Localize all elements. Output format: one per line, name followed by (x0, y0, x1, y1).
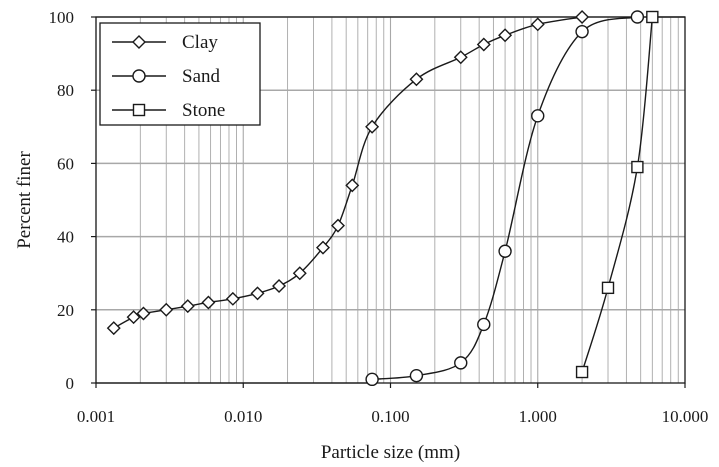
x-tick-label: 0.100 (371, 407, 409, 426)
axis-ticks: 0.001 0.010 0.100 1.000 10.000 0 20 40 60 80 100 (49, 8, 709, 426)
y-tick-label: 40 (57, 228, 74, 247)
series-clay-point (106, 321, 121, 336)
x-axis-title: Particle size (mm) (321, 442, 460, 463)
series-clay-point (272, 279, 287, 293)
x-tick-label: 0.001 (77, 407, 115, 426)
series-stone-point (631, 160, 644, 174)
data-series (96, 10, 685, 387)
series-clay-point (409, 72, 424, 87)
series-stone-line (581, 16, 654, 373)
series-sand-point (575, 24, 589, 39)
series-sand-point (454, 356, 468, 370)
legend-box (99, 22, 261, 126)
series-clay-point (530, 17, 545, 32)
series-stone-point (575, 365, 589, 379)
series-clay-point (159, 302, 174, 317)
series-sand-point (365, 372, 379, 387)
series-clay-point (575, 10, 590, 24)
series-stone-point (601, 281, 615, 295)
legend: Clay Sand Stone (99, 22, 261, 126)
series-clay-point (476, 37, 491, 52)
series-sand (96, 10, 645, 387)
y-axis-title: Percent finer (14, 151, 35, 249)
y-tick-label: 100 (49, 8, 75, 27)
series-clay-point (126, 310, 141, 325)
legend-sand-marker (132, 69, 146, 83)
series-sand-point (477, 317, 491, 332)
series-clay-point (250, 286, 265, 301)
series-clay-point (365, 119, 380, 134)
series-clay (106, 10, 590, 336)
series-sand-line (372, 16, 638, 381)
series-sand-point (630, 10, 645, 24)
series-clay-point (316, 240, 330, 255)
series-clay-point (345, 178, 360, 193)
x-tick-label: 10.000 (662, 407, 709, 426)
legend-stone-marker (132, 103, 146, 117)
series-clay-point (292, 266, 307, 281)
series-clay-point (331, 218, 345, 233)
series-stone (575, 10, 685, 379)
y-tick-label: 80 (57, 81, 74, 100)
legend-clay-label: Clay (182, 32, 218, 53)
series-sand-point (409, 368, 424, 383)
x-tick-label: 0.010 (224, 407, 262, 426)
legend-sand-label: Sand (182, 66, 221, 87)
x-tick-label: 1.000 (519, 407, 557, 426)
series-clay-point (201, 295, 216, 310)
series-stone-point (646, 10, 659, 24)
legend-clay-marker (132, 35, 146, 49)
series-sand-point (531, 109, 545, 123)
series-clay-point (498, 28, 513, 43)
series-clay-point (180, 299, 195, 314)
series-clay-point (453, 50, 468, 65)
legend-stone-label: Stone (182, 100, 225, 121)
series-clay-point (136, 306, 151, 321)
y-tick-label: 20 (57, 301, 74, 320)
y-tick-label: 60 (57, 154, 74, 173)
series-sand-point (498, 244, 512, 258)
series-clay-point (225, 291, 240, 306)
y-tick-label: 0 (66, 374, 75, 393)
